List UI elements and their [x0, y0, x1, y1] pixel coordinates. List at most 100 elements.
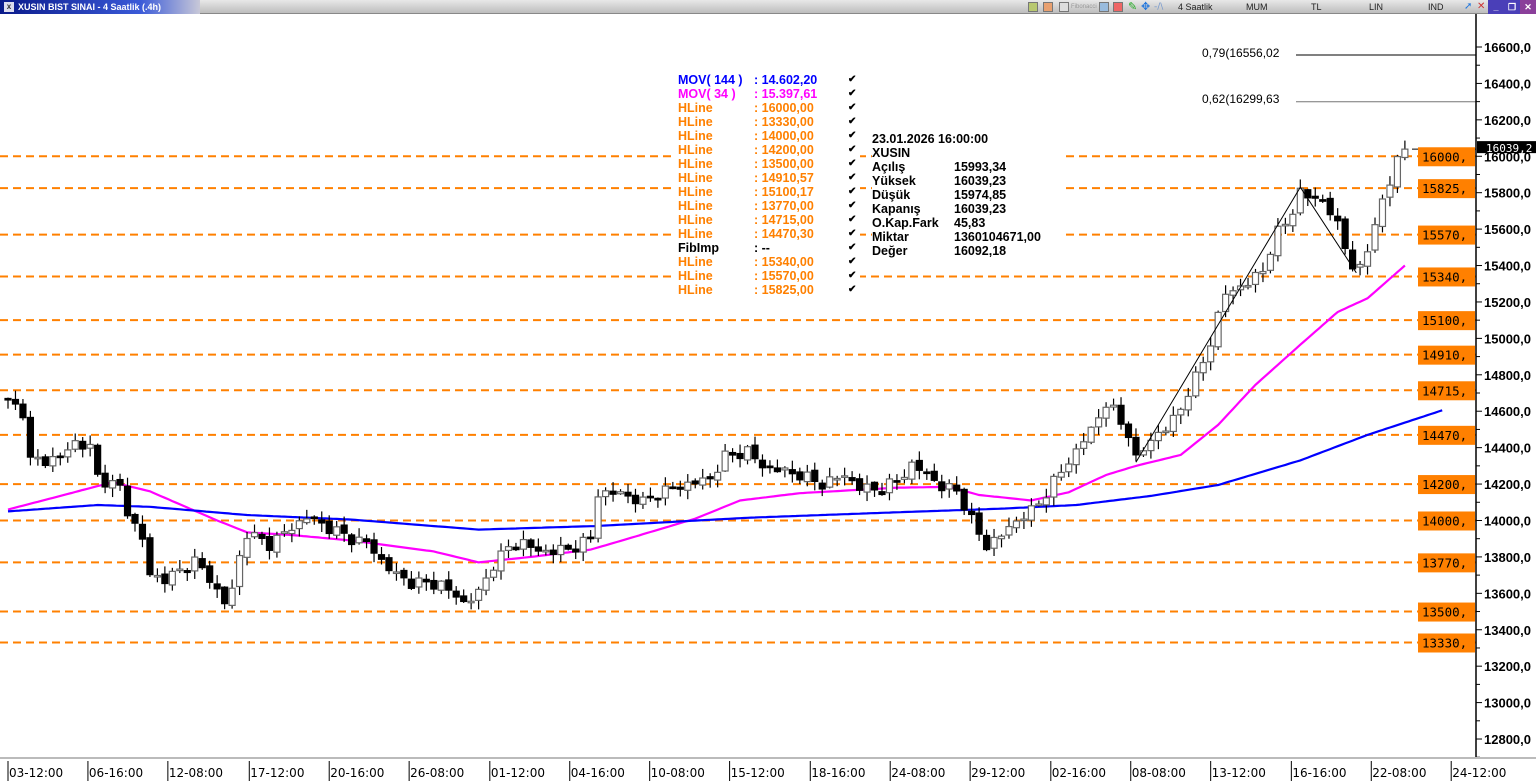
hline-price-box[interactable]: [1418, 225, 1475, 245]
candle-body: [1348, 249, 1357, 270]
candle-body: [56, 455, 64, 459]
candle: [437, 580, 445, 595]
y-tick-label: 15600,0: [1484, 222, 1531, 237]
grid-icon[interactable]: [1099, 2, 1109, 12]
check-icon[interactable]: ✔: [848, 284, 857, 295]
pencil-icon[interactable]: ✎: [1128, 0, 1138, 13]
legend-item[interactable]: HLine: 13770,00 ✔: [676, 199, 860, 213]
legend-item[interactable]: HLine: 15570,00 ✔: [676, 269, 860, 283]
check-icon[interactable]: ✔: [848, 242, 857, 253]
hline-price-box[interactable]: [1418, 345, 1475, 365]
legend-item[interactable]: HLine: 15340,00 ✔: [676, 255, 860, 269]
hline-price-box[interactable]: [1418, 602, 1475, 622]
minimize-button[interactable]: _: [1488, 0, 1504, 14]
check-icon[interactable]: ✔: [848, 270, 857, 281]
fib-label-062: 0,62(16299,63: [1202, 92, 1280, 106]
move-icon[interactable]: ✥: [1141, 0, 1151, 13]
info-datetime: 23.01.2026 16:00:00: [872, 132, 989, 146]
candle: [930, 463, 938, 482]
hline-price-box[interactable]: [1418, 147, 1475, 167]
hline-price-box[interactable]: [1418, 179, 1475, 199]
candle-body: [766, 465, 774, 469]
check-icon[interactable]: ✔: [848, 88, 857, 99]
candle: [1251, 268, 1260, 293]
candle-body: [923, 471, 931, 475]
legend-item[interactable]: HLine: 13330,00 ✔: [676, 115, 860, 129]
candle-body: [183, 570, 191, 574]
ma-line-MOV34[interactable]: [7, 264, 1406, 564]
close-button[interactable]: ✕: [1520, 0, 1536, 14]
hline-price-box[interactable]: [1418, 475, 1475, 495]
indicators-button[interactable]: IND: [1428, 2, 1444, 12]
zigzag-line[interactable]: [1135, 186, 1357, 463]
chart-type-selector[interactable]: MUM: [1246, 2, 1268, 12]
candle: [990, 528, 998, 556]
legend-item[interactable]: HLine: 15825,00 ✔: [676, 283, 860, 297]
legend-item[interactable]: HLine: 14715,00 ✔: [676, 213, 860, 227]
hline-price-box[interactable]: [1418, 511, 1475, 531]
check-icon[interactable]: ✔: [848, 172, 857, 183]
check-icon[interactable]: ✔: [848, 116, 857, 127]
legend-item[interactable]: MOV( 144 ): 14.602,20 ✔: [676, 73, 860, 87]
check-icon[interactable]: ✔: [848, 214, 857, 225]
scale-selector[interactable]: LIN: [1369, 2, 1384, 12]
legend-item[interactable]: HLine: 13500,00 ✔: [676, 157, 860, 171]
candle: [504, 539, 513, 559]
ma-line-MOV144[interactable]: [7, 409, 1443, 531]
check-icon[interactable]: ✔: [848, 228, 857, 239]
hline-price-box[interactable]: [1418, 425, 1475, 445]
legend-item[interactable]: MOV( 34 ): 15.397,61 ✔: [676, 87, 860, 101]
legend-item[interactable]: HLine: 14000,00 ✔: [676, 129, 860, 143]
tools-icon[interactable]: ✕: [1477, 1, 1486, 12]
check-icon[interactable]: ✔: [848, 158, 857, 169]
legend-item[interactable]: HLine: 14470,30 ✔: [676, 227, 860, 241]
candle: [736, 444, 744, 468]
candle-body: [1080, 441, 1088, 449]
legend-item[interactable]: FibImp: -- ✔: [676, 241, 860, 255]
check-icon[interactable]: ✔: [848, 102, 857, 113]
check-icon[interactable]: ✔: [848, 200, 857, 211]
legend-item[interactable]: HLine: 16000,00 ✔: [676, 101, 860, 115]
candle-body: [228, 587, 236, 606]
candle: [1109, 398, 1118, 411]
hline-price-label: 14000,: [1422, 513, 1467, 528]
candle: [123, 477, 132, 519]
drawing-icon[interactable]: [1059, 2, 1069, 12]
check-icon[interactable]: ✔: [848, 130, 857, 141]
legend-item[interactable]: HLine: 14910,57 ✔: [676, 171, 860, 185]
close-chart-icon[interactable]: x: [4, 2, 14, 12]
indicator-icon[interactable]: [1113, 2, 1123, 12]
hline-price-box[interactable]: [1418, 381, 1475, 401]
legend-item[interactable]: HLine: 15100,17 ✔: [676, 185, 860, 199]
candle: [1132, 428, 1140, 462]
candle: [968, 502, 976, 524]
candle-body: [4, 397, 12, 401]
check-icon[interactable]: ✔: [848, 144, 857, 155]
compare-icon[interactable]: [1028, 2, 1038, 12]
candle: [878, 482, 886, 496]
hline-price-box[interactable]: [1418, 267, 1475, 287]
check-icon[interactable]: ✔: [848, 186, 857, 197]
check-icon[interactable]: ✔: [848, 256, 857, 267]
candle-body: [318, 519, 326, 524]
price-chart[interactable]: 16600,016400,016200,016000,015800,015600…: [0, 14, 1536, 781]
candle: [766, 460, 774, 474]
fibonacci-tool[interactable]: Fibonacci: [1071, 4, 1097, 10]
candle-body: [467, 600, 475, 604]
period-selector[interactable]: 4 Saatlik: [1178, 2, 1213, 12]
check-icon[interactable]: ✔: [848, 74, 857, 85]
wave-icon[interactable]: -/\: [1154, 2, 1164, 12]
restore-button[interactable]: ❐: [1504, 0, 1520, 14]
hline-price-box[interactable]: [1418, 553, 1475, 573]
candle-body: [49, 456, 57, 467]
candle-body: [1281, 223, 1289, 227]
candle: [975, 507, 983, 541]
legend-name: FibImp: [678, 241, 719, 255]
hline-price-box[interactable]: [1418, 633, 1475, 653]
currency-selector[interactable]: TL: [1311, 2, 1322, 12]
arrow-icon[interactable]: ➚: [1464, 1, 1473, 12]
legend-item[interactable]: HLine: 14200,00 ✔: [676, 143, 860, 157]
candle: [116, 473, 124, 491]
hline-price-box[interactable]: [1418, 311, 1475, 331]
template-icon[interactable]: [1043, 2, 1053, 12]
